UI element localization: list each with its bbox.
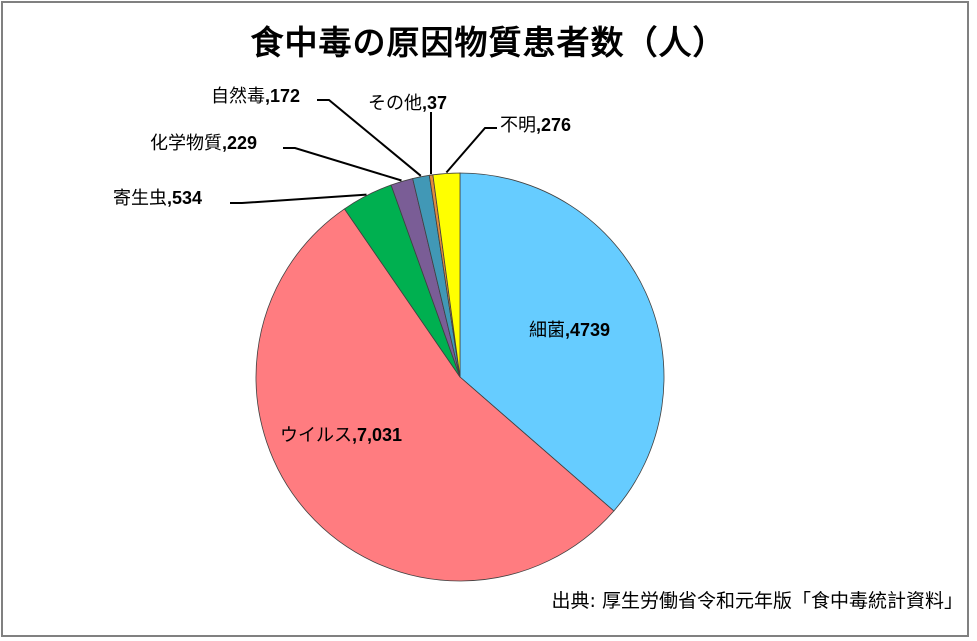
source-note: 出典: 厚生労働省令和元年版「食中毒統計資料」: [551, 590, 963, 612]
leader-line-6: [445, 127, 497, 174]
data-label-virus: ウイルス,7,031: [280, 425, 403, 446]
pie-slice-6: [432, 172, 461, 378]
data-label-parasite: 寄生虫,534: [113, 188, 203, 209]
leader-line-2: [230, 193, 367, 204]
data-label-other: その他,37: [368, 93, 448, 114]
data-label-natural-toxin: 自然毒,172: [211, 86, 301, 107]
leader-line-3: [283, 147, 402, 182]
data-label-unknown: 不明,276: [500, 115, 572, 136]
chart-title: 食中毒の原因物質患者数（人）: [250, 23, 727, 62]
pie-slice-1: [255, 208, 615, 582]
data-label-bacteria: 細菌,4739: [529, 320, 611, 341]
leader-line-4: [317, 99, 422, 177]
pie-slice-0: [459, 172, 665, 512]
leader-lines: [230, 99, 497, 204]
pie-slices: [255, 172, 665, 582]
data-label-chemical: 化学物質,229: [150, 133, 258, 154]
